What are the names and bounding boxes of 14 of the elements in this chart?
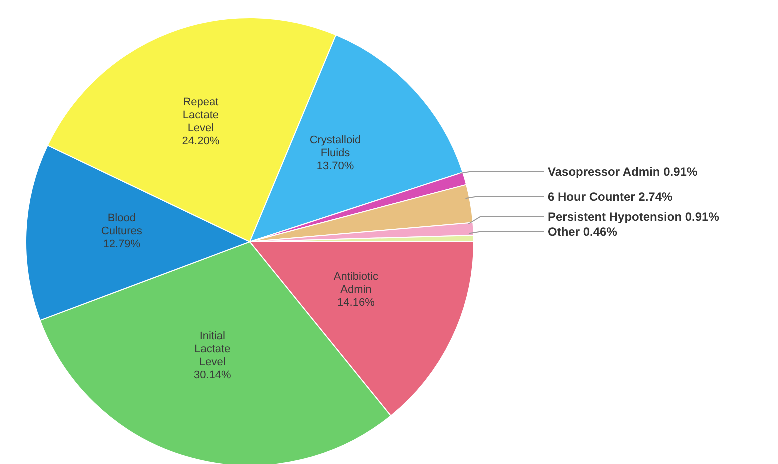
data-label: 13.70%: [316, 160, 354, 172]
slice-label: Repeat Lactate Level: [182, 96, 220, 134]
slice-label: 6 Hour Counter 2.74%: [548, 190, 674, 204]
slice-label: Initial Lactate Level: [194, 330, 231, 368]
slice-label: Vasopressor Admin 0.91%: [548, 164, 698, 179]
data-label: 30.14%: [194, 369, 232, 382]
slice-label: Crystalloid Fluids: [310, 134, 362, 160]
slice-label: Other 0.46%: [548, 224, 618, 239]
slice-label: Blood Cultures: [101, 212, 143, 238]
data-label: 14.16%: [338, 297, 376, 310]
data-label: 12.79%: [103, 238, 141, 251]
slice-label: Antibiotic Admin: [334, 271, 380, 296]
data-label: 24.20%: [182, 135, 220, 148]
slice-label: Persistent Hypotension 0.91%: [548, 210, 720, 224]
